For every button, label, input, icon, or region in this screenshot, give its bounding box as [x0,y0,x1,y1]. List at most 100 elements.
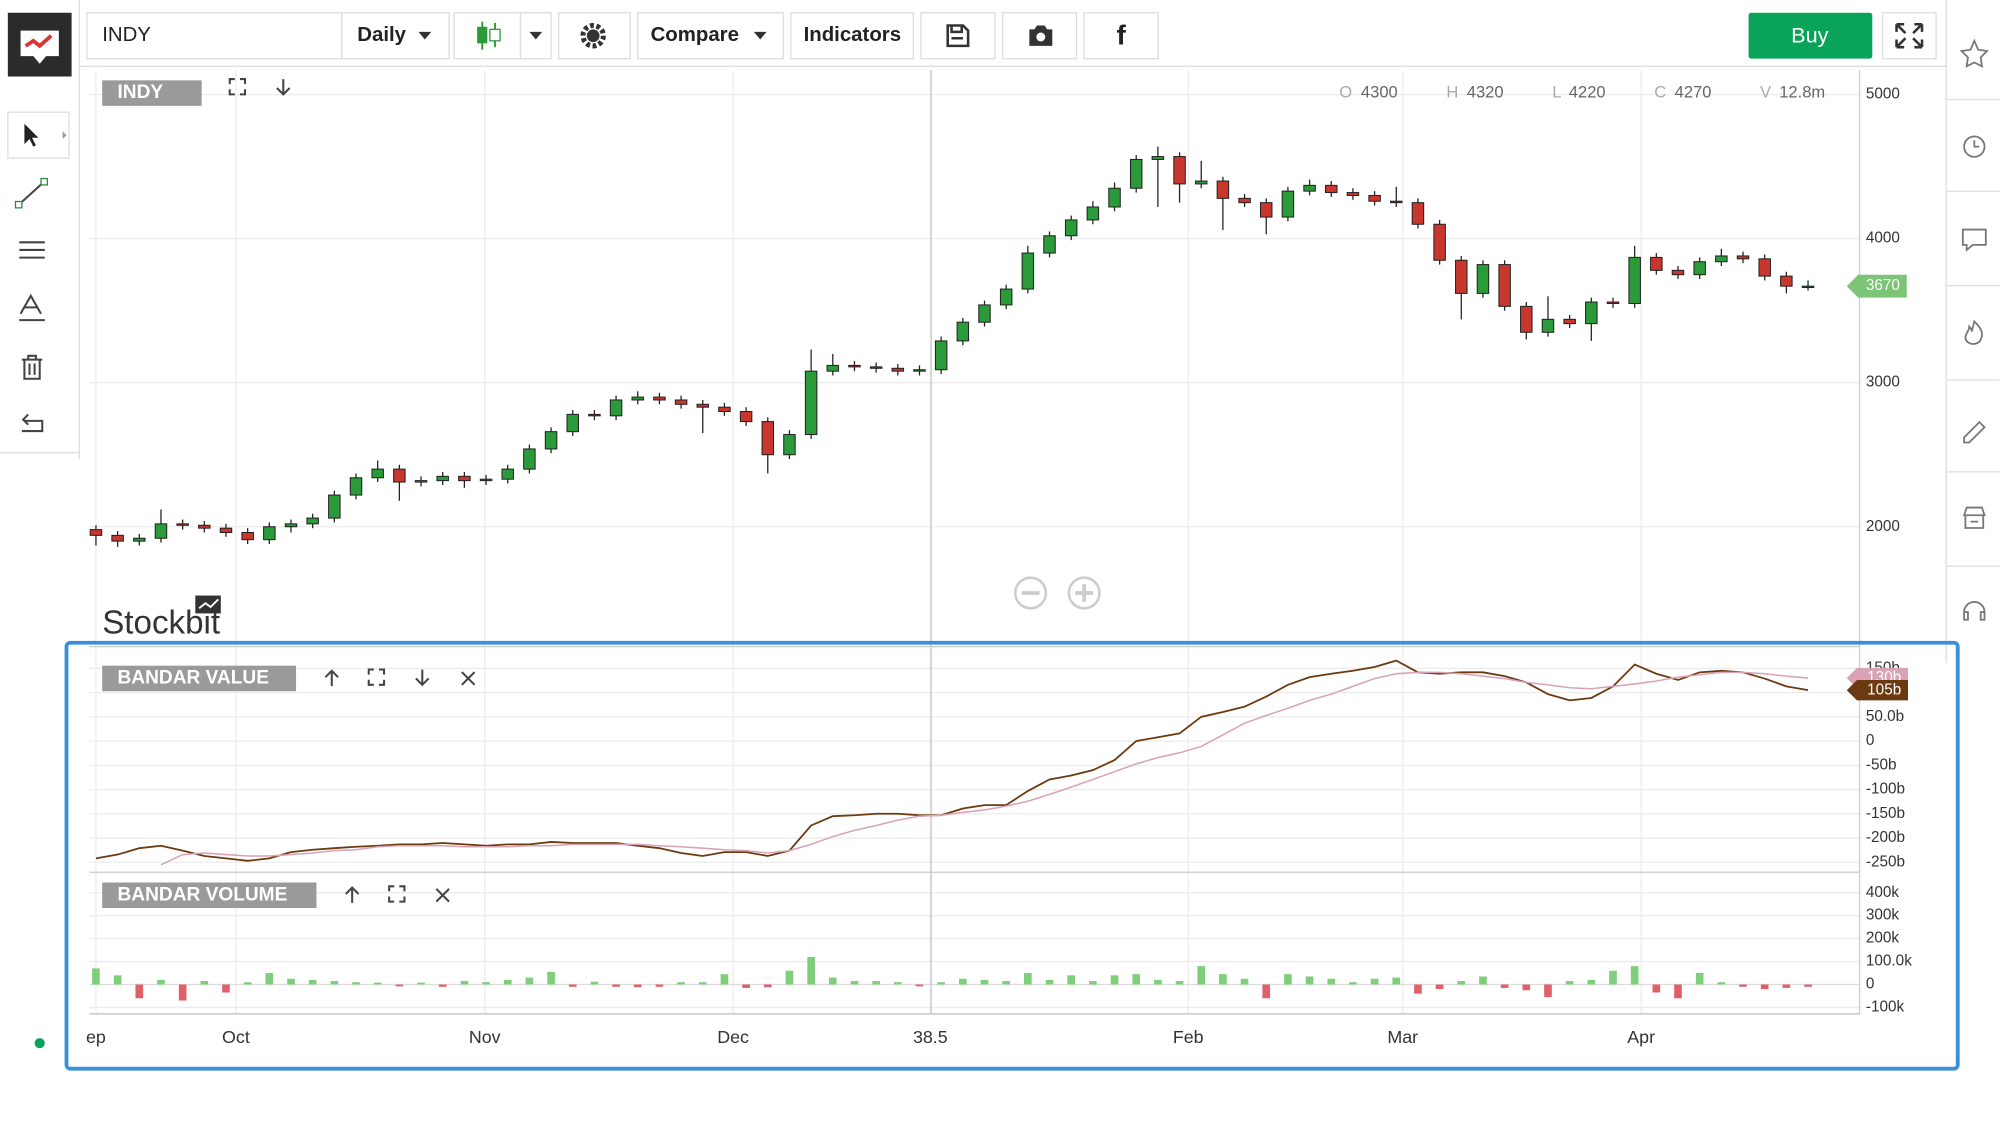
legend-value: 12.8m [1779,82,1825,101]
save-button[interactable] [920,12,996,60]
volume-bar [1349,982,1357,985]
chat-icon[interactable] [1961,228,1987,252]
x-tick-label: Oct [222,1027,250,1047]
candle-body [479,478,493,482]
volume-bar [1175,981,1184,985]
candle-body [826,364,840,372]
indicators-button[interactable] [790,12,914,60]
dropdown-caret [753,31,767,40]
y-tick-label: 0 [1866,976,1875,993]
candle-body [501,468,514,480]
symbol-box[interactable] [86,12,343,60]
candle-body [1476,264,1490,294]
maximize-pane[interactable] [228,78,247,96]
share-button[interactable] [1083,12,1159,60]
candle-body [1368,194,1381,202]
volume-bar [698,982,707,985]
candle-body [891,367,905,372]
candle-body [1801,285,1815,288]
horizontal-line-tool[interactable] [19,241,45,259]
legend-value: 4220 [1569,82,1606,101]
candle-body [1325,184,1338,194]
delete-tool[interactable] [21,354,43,380]
close-pane[interactable] [461,671,476,686]
move-pane-up[interactable] [324,669,339,687]
x-tick-label: Dec [717,1027,749,1047]
volume-bar [1500,984,1509,988]
support-icon[interactable] [1963,601,1986,621]
undo-tool[interactable] [21,413,44,433]
volume-bar [1760,984,1769,990]
volume-bar [525,977,534,985]
watermark-text: Stockbit [102,605,220,642]
compare-label: Compare [651,24,739,46]
maximize-pane[interactable] [367,668,386,686]
volume-bar [1284,974,1292,985]
y-tick-label: 50.0b [1866,708,1904,725]
candle-body [1259,202,1273,218]
maximize-pane[interactable] [388,885,406,903]
move-pane-down[interactable] [415,669,430,687]
candle-body [1498,264,1511,307]
notes-icon[interactable] [1963,420,1986,444]
cursor-tool[interactable] [7,111,70,159]
candle-body [588,413,601,417]
trending-icon[interactable] [1964,319,1983,345]
grid-layer [89,70,1860,1014]
volume-bar [1522,984,1531,991]
gear-icon [580,22,606,49]
volume-bar [1717,982,1726,985]
volume-bar [1392,977,1401,985]
candle-body [783,434,796,456]
alert-icon[interactable] [1963,135,1986,158]
right-sidebar [1946,38,2000,621]
volume-bar [872,981,880,985]
candle-body [1585,301,1598,325]
volume-bar [1067,975,1076,985]
move-pane-up[interactable] [345,886,360,903]
volume-bar [1219,974,1227,985]
candle-body [1650,256,1663,271]
candle-body [371,468,384,479]
last-value-badge [1846,680,1908,701]
candle-body [154,523,168,539]
volume-bar [850,981,859,985]
move-pane-down[interactable] [276,79,291,96]
text-tool[interactable] [19,293,45,322]
candle-body [1736,255,1750,260]
candle-body [1390,200,1403,204]
candle-body [176,523,189,526]
x-tick-label: Feb [1173,1027,1204,1047]
volume-bar [1695,973,1704,985]
volume-bar [352,982,360,985]
y-tick-label: -100k [1866,998,1905,1015]
close-pane[interactable] [435,888,450,903]
value-pane-header: BANDAR VALUE [102,665,476,692]
interval-button[interactable] [341,12,450,60]
candle-icon [477,21,501,50]
volume-bar [113,975,122,985]
candle-body [1433,223,1446,261]
volume-bar [1024,973,1032,985]
volume-bar [417,982,425,985]
candle-body [1173,156,1186,185]
candle-body [1520,305,1533,333]
volume-bar [677,982,685,985]
marks-layer: ep Oct Nov Dec 38.5 Feb Mar Apr 2000 3000 4000 5000… [86,86,1912,1047]
candle-body [1455,259,1468,294]
candle-body [523,448,536,470]
y-tick-label: 3000 [1866,374,1900,391]
watchlist-icon[interactable] [1959,38,1989,68]
last-price-badge [1846,274,1907,298]
x-tick-label: Nov [469,1027,501,1047]
candle-body [1194,180,1208,185]
volume-bar [655,984,664,987]
fullscreen-button[interactable] [1881,12,1937,60]
legend-key: V [1760,82,1771,101]
buy-button[interactable] [1748,12,1873,59]
indicator-tag [102,882,317,908]
portfolio-icon[interactable] [1962,506,1986,529]
volume-bar [807,956,815,985]
